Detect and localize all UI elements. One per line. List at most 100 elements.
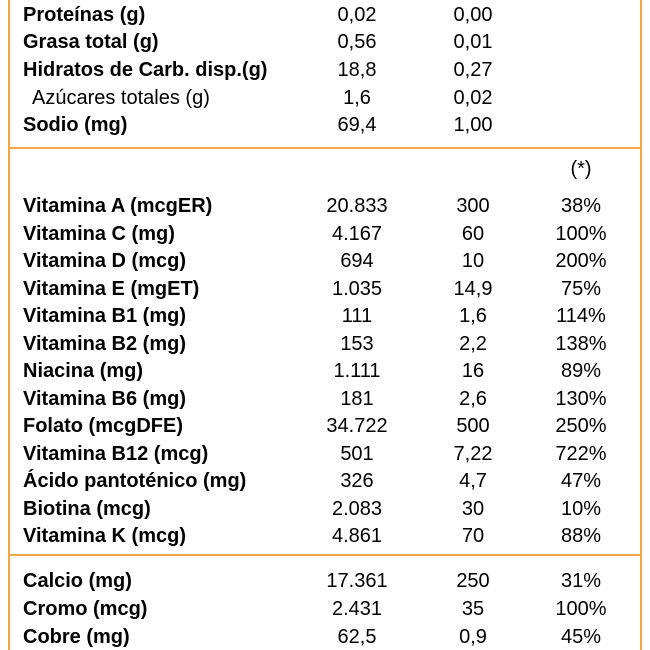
nutrient-name: Ácido pantoténico (mg) bbox=[23, 470, 247, 492]
value-per-100g: 111 bbox=[341, 305, 373, 327]
value-per-100g: 20.833 bbox=[326, 195, 388, 217]
table-row: Vitamina B2 (mg) 153 2,2 138% bbox=[0, 330, 650, 358]
nutrient-name: Folato (mcgDFE) bbox=[23, 415, 183, 437]
daily-value-percent: 114% bbox=[556, 305, 606, 327]
value-per-100g: 4.861 bbox=[331, 525, 383, 547]
value-per-portion: 30 bbox=[461, 497, 485, 520]
section-divider bbox=[8, 147, 642, 149]
daily-value-percent: 100% bbox=[555, 598, 607, 620]
nutrient-name: Vitamina B6 (mg) bbox=[23, 387, 186, 410]
value-per-100g: 2.083 bbox=[331, 497, 383, 520]
table-row: Folato (mcgDFE) 34.722 500 250% bbox=[0, 412, 650, 440]
value-per-portion: 10 bbox=[461, 250, 485, 272]
value-per-portion: 500 bbox=[456, 415, 490, 437]
nutrient-name: Cobre (mg) bbox=[23, 626, 130, 648]
table-border-left bbox=[8, 0, 10, 650]
table-row: Ácido pantoténico (mg) 326 4,7 47% bbox=[0, 467, 650, 495]
value-per-portion: 35 bbox=[461, 598, 485, 620]
nutrient-name: Sodio (mg) bbox=[23, 114, 128, 136]
daily-value-percent: 38% bbox=[560, 195, 602, 217]
value-per-portion: 7,22 bbox=[453, 442, 493, 465]
value-per-portion: 300 bbox=[456, 195, 490, 217]
nutrient-name: Vitamina A (mcgER) bbox=[23, 195, 213, 217]
value-per-100g: 0,02 bbox=[337, 4, 377, 26]
table-row: Sodio (mg) 69,4 1,00 bbox=[0, 111, 650, 139]
nutrient-name: Calcio (mg) bbox=[23, 570, 132, 592]
nutrient-name: Vitamina C (mg) bbox=[23, 222, 175, 245]
value-per-100g: 1,6 bbox=[343, 87, 371, 109]
daily-value-percent: 138% bbox=[555, 332, 607, 355]
footnote-marker: (*) bbox=[570, 158, 592, 180]
value-per-100g: 34.722 bbox=[326, 415, 388, 437]
value-per-100g: 153 bbox=[340, 332, 374, 355]
value-per-portion: 60 bbox=[461, 222, 485, 245]
daily-value-percent: 75% bbox=[560, 277, 602, 300]
table-row: Proteínas (g) 0,02 0,00 bbox=[0, 1, 650, 29]
value-per-100g: 2.431 bbox=[331, 598, 383, 620]
nutrient-name: Vitamina E (mgET) bbox=[23, 277, 200, 300]
nutrient-name: Vitamina B2 (mg) bbox=[23, 332, 186, 355]
table-row: Niacina (mg) 1.111 16 89% bbox=[0, 357, 650, 385]
value-per-100g: 69,4 bbox=[337, 114, 377, 136]
section-divider bbox=[8, 554, 642, 556]
table-row: Cromo (mcg) 2.431 35 100% bbox=[0, 595, 650, 623]
nutrient-name: Proteínas (g) bbox=[23, 4, 146, 26]
nutrient-name: Vitamina K (mcg) bbox=[23, 525, 186, 547]
table-row: Vitamina C (mg) 4.167 60 100% bbox=[0, 220, 650, 248]
nutrient-name: Grasa total (g) bbox=[23, 31, 159, 53]
value-per-portion: 1,00 bbox=[453, 114, 493, 136]
daily-value-percent: 88% bbox=[560, 525, 602, 547]
table-row: Biotina (mcg) 2.083 30 10% bbox=[0, 495, 650, 523]
daily-value-percent: 31% bbox=[560, 570, 602, 592]
value-per-portion: 0,27 bbox=[453, 59, 493, 81]
value-per-portion: 4,7 bbox=[459, 470, 487, 492]
value-per-portion: 0,01 bbox=[453, 31, 493, 53]
table-row: Vitamina A (mcgER) 20.833 300 38% bbox=[0, 192, 650, 220]
table-row: Calcio (mg) 17.361 250 31% bbox=[0, 567, 650, 595]
nutrient-name: Vitamina D (mcg) bbox=[23, 250, 186, 272]
table-row: Azúcares totales (g) 1,6 0,02 bbox=[0, 84, 650, 112]
value-per-100g: 4.167 bbox=[331, 222, 383, 245]
value-per-100g: 501 bbox=[340, 442, 374, 465]
table-row: Grasa total (g) 0,56 0,01 bbox=[0, 28, 650, 56]
nutrient-name: Hidratos de Carb. disp.(g) bbox=[23, 59, 268, 81]
value-per-100g: 62,5 bbox=[337, 626, 377, 648]
value-per-portion: 0,00 bbox=[453, 4, 493, 26]
daily-value-percent: 250% bbox=[555, 415, 607, 437]
table-row: Vitamina K (mcg) 4.861 70 88% bbox=[0, 522, 650, 550]
daily-value-percent: 200% bbox=[555, 250, 607, 272]
table-row: Vitamina B1 (mg) 111 1,6 114% bbox=[0, 302, 650, 330]
nutrient-name: Niacina (mg) bbox=[23, 360, 144, 382]
nutrient-name: Vitamina B1 (mg) bbox=[23, 305, 186, 327]
daily-value-percent: 45% bbox=[560, 626, 602, 648]
value-per-100g: 181 bbox=[340, 387, 374, 410]
daily-value-percent: 722% bbox=[555, 442, 607, 465]
table-row: Hidratos de Carb. disp.(g) 18,8 0,27 bbox=[0, 56, 650, 84]
value-per-100g: 1.111 bbox=[333, 360, 381, 382]
value-per-portion: 0,9 bbox=[459, 626, 487, 648]
table-border-right bbox=[640, 0, 642, 650]
table-row: Vitamina B12 (mcg) 501 7,22 722% bbox=[0, 440, 650, 468]
value-per-portion: 1,6 bbox=[459, 305, 487, 327]
value-per-100g: 17.361 bbox=[326, 570, 388, 592]
table-row: Vitamina E (mgET) 1.035 14,9 75% bbox=[0, 275, 650, 303]
value-per-100g: 326 bbox=[340, 470, 374, 492]
value-per-portion: 16 bbox=[461, 360, 485, 382]
value-per-portion: 0,02 bbox=[453, 87, 493, 109]
daily-value-percent: 47% bbox=[560, 470, 602, 492]
value-per-portion: 70 bbox=[461, 525, 485, 547]
nutrient-name: Cromo (mcg) bbox=[23, 598, 148, 620]
daily-value-percent: 130% bbox=[555, 387, 607, 410]
table-row: Vitamina B6 (mg) 181 2,6 130% bbox=[0, 385, 650, 413]
nutrient-name: Biotina (mcg) bbox=[23, 497, 151, 520]
value-per-100g: 18,8 bbox=[337, 59, 377, 81]
value-per-portion: 2,2 bbox=[459, 332, 487, 355]
value-per-100g: 694 bbox=[340, 250, 374, 272]
table-row: Cobre (mg) 62,5 0,9 45% bbox=[0, 623, 650, 650]
nutrient-name: Azúcares totales (g) bbox=[32, 87, 210, 109]
daily-value-percent: 100% bbox=[555, 222, 607, 245]
daily-value-percent: 10% bbox=[560, 497, 602, 520]
value-per-100g: 0,56 bbox=[337, 31, 377, 53]
value-per-100g: 1.035 bbox=[331, 277, 383, 300]
table-row: Vitamina D (mcg) 694 10 200% bbox=[0, 247, 650, 275]
